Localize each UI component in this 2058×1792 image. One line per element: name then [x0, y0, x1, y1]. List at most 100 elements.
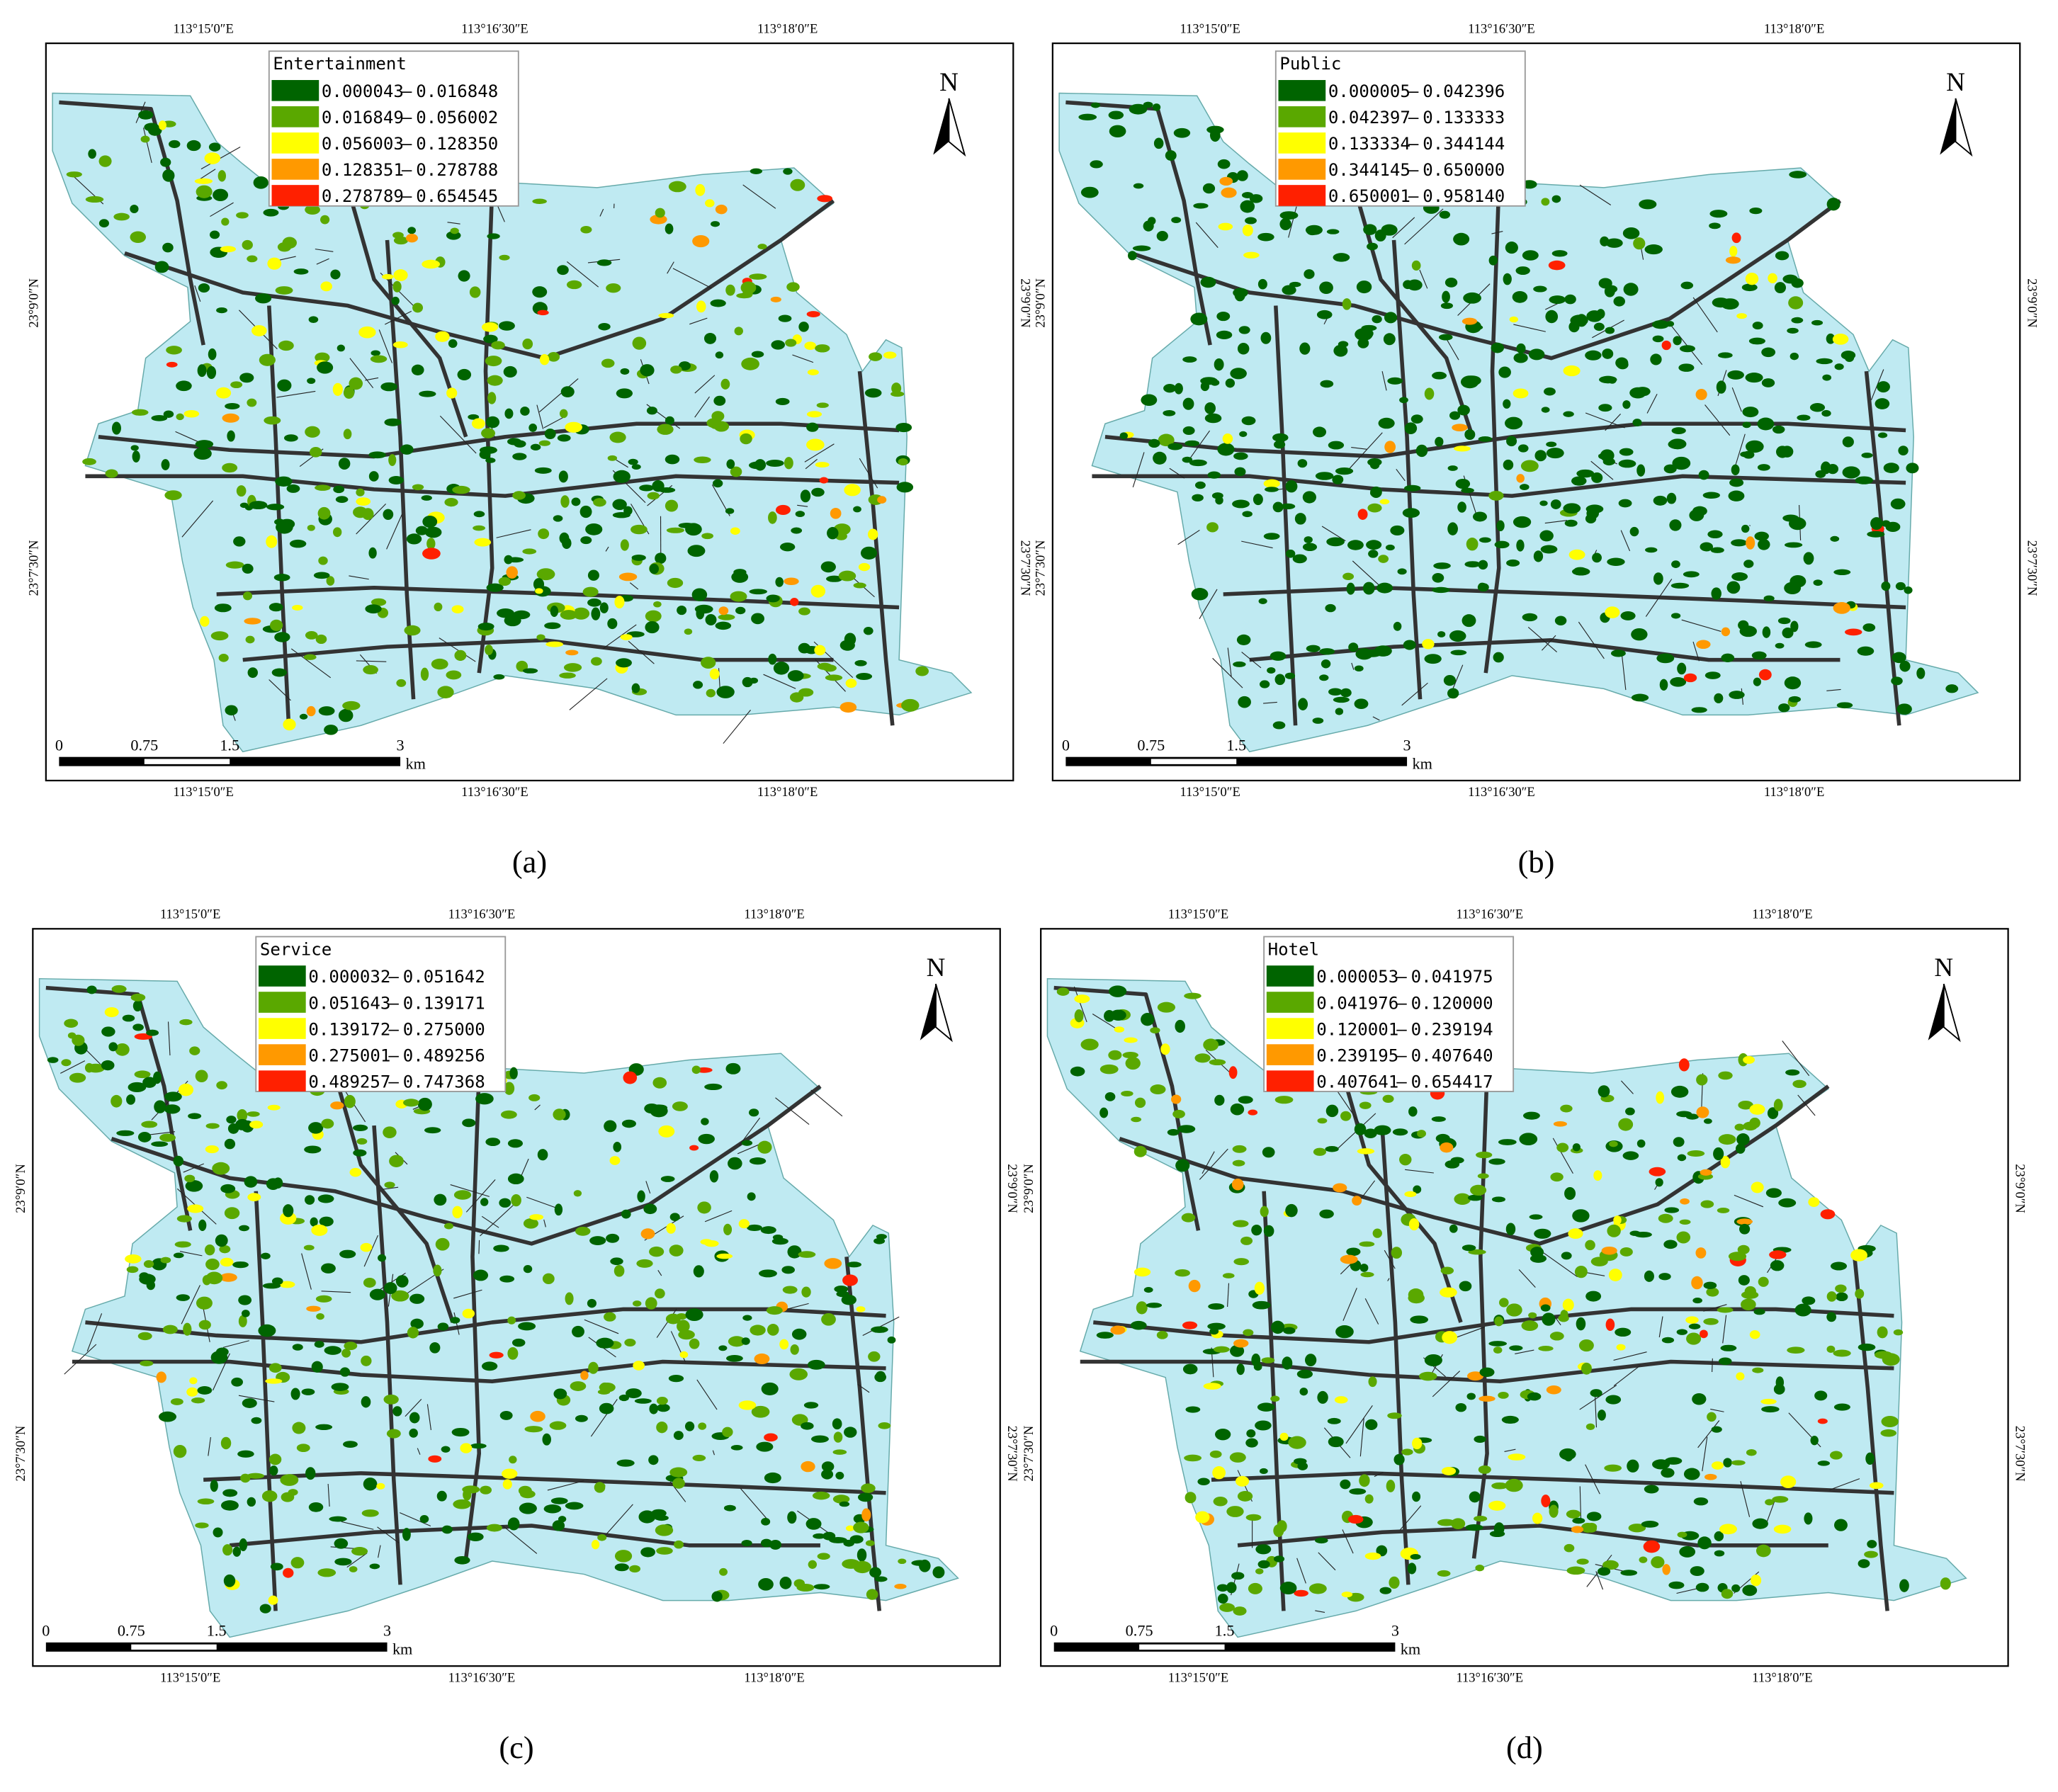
poi-segment: [1618, 459, 1636, 468]
poi-segment: [266, 535, 278, 548]
poi-segment: [1607, 1224, 1621, 1237]
poi-segment: [1644, 1270, 1654, 1282]
poi-segment: [537, 1149, 548, 1161]
poi-segment: [1808, 1197, 1820, 1207]
legend-box: [255, 936, 507, 1092]
lat-label-left: 23°9′0″N: [27, 278, 42, 328]
poi-segment: [279, 1281, 295, 1288]
poi-segment: [1333, 344, 1348, 357]
poi-segment: [363, 665, 378, 675]
poi-segment: [798, 607, 810, 616]
poi-segment: [1655, 1178, 1663, 1187]
street: [447, 222, 460, 225]
poi-segment: [230, 381, 243, 389]
poi-segment: [221, 217, 230, 226]
poi-segment: [1431, 1116, 1446, 1122]
legend-upper: 0.747368: [403, 1072, 485, 1091]
poi-segment: [1478, 1465, 1491, 1474]
street: [378, 329, 393, 363]
poi-segment: [894, 1583, 907, 1589]
poi-segment: [775, 504, 791, 516]
legend-swatch: [258, 992, 306, 1013]
poi-segment: [806, 438, 825, 451]
poi-segment: [597, 259, 612, 266]
lat-label-right: 23°7′30″N: [1005, 1426, 1019, 1482]
poi-segment: [1782, 514, 1799, 522]
poi-segment: [1109, 125, 1126, 138]
poi-segment: [1891, 676, 1903, 686]
poi-segment: [821, 1312, 836, 1326]
poi-segment: [1904, 586, 1913, 594]
poi-segment: [575, 1414, 588, 1422]
poi-segment: [1710, 547, 1724, 553]
poi-segment: [1165, 150, 1177, 161]
poi-segment: [1418, 1371, 1437, 1381]
poi-segment: [351, 1547, 368, 1556]
poi-segment: [435, 331, 450, 342]
poi-segment: [1389, 1576, 1400, 1589]
legend-dash: –: [402, 160, 412, 180]
legend-swatch: [258, 1018, 306, 1039]
poi-segment: [559, 672, 576, 679]
poi-segment: [874, 1372, 887, 1383]
poi-segment: [1491, 342, 1505, 353]
poi-segment: [1628, 1524, 1646, 1533]
poi-segment: [1104, 1092, 1116, 1101]
poi-segment: [1449, 411, 1461, 420]
street: [1342, 1529, 1354, 1554]
poi-segment: [1233, 1606, 1247, 1616]
poi-segment: [1078, 113, 1097, 121]
poi-segment: [338, 708, 354, 722]
poi-segment: [715, 204, 728, 215]
street: [316, 258, 329, 265]
poi-segment: [266, 1178, 281, 1190]
poi-segment: [232, 1261, 249, 1269]
poi-segment: [406, 533, 422, 545]
poi-segment: [255, 293, 272, 304]
poi-segment: [1765, 1188, 1782, 1198]
poi-segment: [1821, 409, 1831, 417]
poi-segment: [1864, 1550, 1878, 1558]
poi-segment: [1804, 641, 1822, 648]
poi-segment: [1213, 1346, 1230, 1353]
poi-segment: [1360, 1271, 1374, 1278]
poi-segment: [400, 444, 414, 455]
poi-segment: [195, 440, 214, 448]
street: [1658, 1316, 1663, 1338]
poi-segment: [1461, 317, 1478, 325]
poi-segment: [757, 1140, 772, 1154]
poi-segment: [409, 1428, 418, 1438]
poi-segment: [1566, 1509, 1581, 1519]
poi-segment: [360, 1242, 373, 1252]
poi-segment: [1687, 1150, 1705, 1157]
poi-segment: [1488, 255, 1498, 266]
poi-segment: [289, 539, 307, 548]
poi-segment: [270, 619, 283, 631]
poi-segment: [1413, 1185, 1422, 1194]
poi-segment: [582, 586, 599, 597]
poi-segment: [629, 1565, 640, 1573]
street: [1404, 208, 1444, 245]
poi-segment: [1691, 1276, 1703, 1290]
lat-label-right: 23°9′0″N: [1017, 278, 1032, 328]
street: [1315, 1610, 1325, 1613]
poi-segment: [805, 1518, 822, 1530]
scale-bar: [144, 759, 230, 764]
poi-segment: [1669, 519, 1682, 531]
poi-segment: [1533, 285, 1547, 293]
poi-segment: [1236, 634, 1251, 645]
poi-segment: [728, 1336, 746, 1347]
poi-segment: [1279, 211, 1299, 220]
poi-segment: [1286, 549, 1296, 558]
north-label: N: [939, 68, 959, 97]
poi-segment: [1454, 1193, 1471, 1206]
poi-segment: [800, 489, 811, 503]
poi-segment: [1521, 1320, 1539, 1332]
poi-segment: [163, 410, 174, 418]
poi-segment: [1561, 1252, 1572, 1260]
poi-segment: [1522, 613, 1538, 622]
poi-segment: [356, 497, 371, 506]
poi-segment: [523, 1264, 533, 1274]
poi-segment: [1620, 1570, 1638, 1576]
poi-segment: [1494, 1316, 1503, 1327]
